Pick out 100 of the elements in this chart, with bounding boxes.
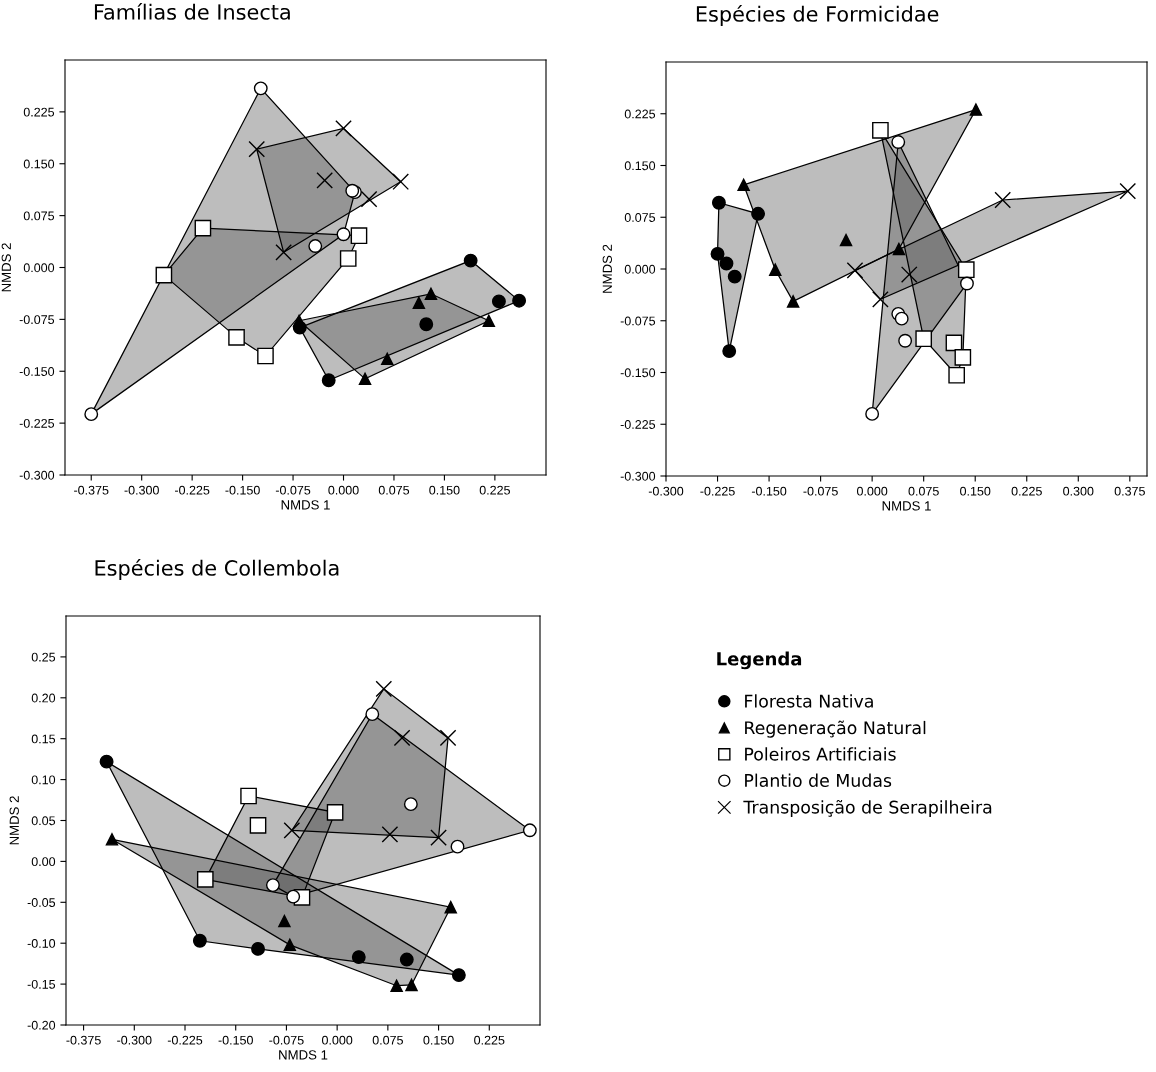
point [365, 707, 380, 722]
point [839, 233, 853, 247]
point [450, 839, 465, 854]
x-tick-label: 0.150 [429, 485, 460, 495]
x-tick-label: 0.300 [1063, 486, 1094, 496]
x-tick-label: -0.075 [275, 485, 311, 495]
x-tick-label: -0.075 [803, 486, 838, 496]
point [954, 348, 972, 366]
point [392, 173, 410, 191]
y-axis-title: NMDS 2 [602, 244, 612, 293]
x-axis-title: NMDS 1 [882, 501, 931, 511]
point [265, 878, 280, 893]
x-tick-label: 0.075 [378, 485, 410, 495]
point [381, 826, 399, 843]
x-tick-label: 0.075 [372, 1035, 403, 1045]
point [892, 242, 906, 256]
point [380, 352, 394, 366]
x-tick-label: 0.225 [474, 1035, 505, 1045]
point [865, 406, 880, 421]
x-tick-label: -0.150 [225, 485, 260, 495]
y-tick-label: 0.05 [31, 816, 56, 826]
y-tick-label: -0.225 [19, 418, 55, 428]
point [257, 347, 274, 365]
y-tick-label: 0.00 [31, 857, 56, 867]
point [482, 314, 496, 328]
legend-label: Floresta Nativa [745, 694, 873, 708]
y-tick-label: 0.075 [23, 211, 55, 221]
point [196, 871, 214, 888]
y-tick-label: 0.150 [23, 159, 55, 169]
point [286, 889, 301, 904]
y-tick-label: 0.25 [31, 652, 56, 662]
y-tick-label: -0.150 [620, 368, 656, 378]
point [994, 191, 1012, 209]
x-axis-title: NMDS 1 [281, 500, 330, 510]
x-tick-label: 0.075 [908, 486, 939, 496]
y-tick-label: -0.225 [620, 420, 656, 429]
point [727, 269, 742, 284]
point [722, 344, 737, 359]
point [846, 262, 864, 279]
y-tick-label: -0.05 [27, 898, 56, 907]
legend-label: Poleiros Artificiais [745, 747, 896, 761]
point [351, 950, 366, 965]
y-tick-label: 0.225 [624, 109, 656, 119]
y-tick-label: 0.10 [31, 775, 56, 785]
point [358, 372, 372, 386]
y-tick-label: 0.20 [31, 693, 56, 703]
x-tick-label: -0.375 [66, 1035, 101, 1045]
point [283, 938, 297, 952]
x-tick-label: 0.225 [479, 485, 510, 495]
y-tick-label: 0.000 [624, 264, 656, 274]
point [491, 294, 506, 309]
x-tick-label: 0.375 [1114, 486, 1145, 496]
point [424, 287, 438, 301]
point [737, 178, 750, 192]
x-tick-label: 0.000 [856, 486, 888, 496]
point [393, 729, 411, 747]
point [957, 261, 975, 279]
chart-title: Espécies de Collembola [95, 558, 339, 580]
point [278, 914, 291, 928]
point [711, 195, 726, 210]
x-tick-label: 0.150 [960, 486, 991, 496]
point [405, 978, 418, 992]
x-tick-label: 0.000 [322, 1035, 353, 1045]
point [439, 729, 457, 747]
y-tick-label: -0.300 [620, 471, 656, 481]
point [915, 330, 933, 348]
y-tick-label: 0.000 [23, 263, 55, 273]
point [350, 227, 368, 245]
x-tick-label: -0.300 [648, 486, 684, 496]
y-tick-label: 0.075 [624, 213, 656, 222]
x-tick-label: -0.375 [74, 485, 109, 495]
x-tick-label: -0.150 [218, 1035, 253, 1045]
point [251, 941, 265, 956]
point [275, 243, 292, 261]
point [316, 172, 334, 189]
point [945, 334, 963, 352]
point [399, 952, 414, 967]
point [326, 803, 344, 821]
y-tick-label: 0.225 [23, 107, 55, 117]
x-tick-label: 0.000 [328, 485, 359, 495]
point [894, 311, 909, 326]
point [463, 253, 478, 268]
chart-title: Famílias de Insecta [94, 2, 290, 20]
point [155, 266, 173, 284]
y-tick-label: -0.20 [27, 1020, 56, 1030]
point [360, 190, 378, 208]
point [292, 314, 306, 328]
point [419, 317, 434, 332]
point [969, 103, 983, 116]
point [84, 407, 99, 422]
point [321, 373, 336, 388]
point [240, 787, 257, 805]
x-tick-label: 0.150 [423, 1035, 454, 1045]
legend-label: Regeneração Natural [745, 720, 926, 738]
point [375, 680, 393, 698]
x-tick-label: -0.150 [751, 486, 787, 496]
point [512, 293, 527, 308]
legend-label: Plantio de Mudas [745, 773, 892, 788]
x-tick-label: -0.225 [174, 485, 210, 495]
point [786, 295, 800, 308]
